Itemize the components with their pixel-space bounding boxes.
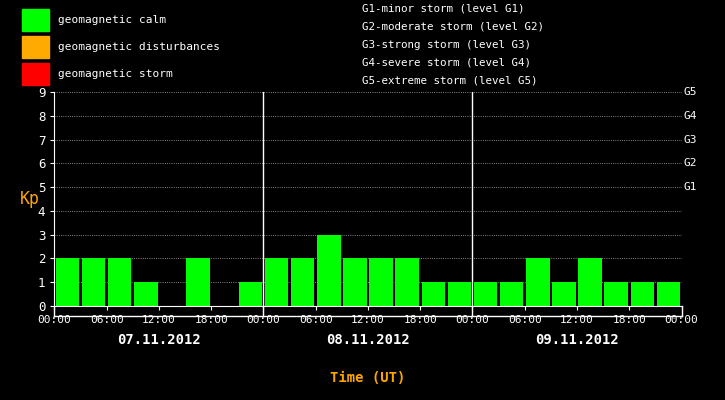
Bar — [395, 258, 419, 306]
Text: G4-severe storm (level G4): G4-severe storm (level G4) — [362, 58, 531, 68]
Text: G5: G5 — [684, 87, 697, 97]
Bar — [447, 282, 471, 306]
Text: G3: G3 — [684, 134, 697, 144]
Bar — [82, 258, 105, 306]
Bar — [56, 258, 79, 306]
Bar — [579, 258, 602, 306]
Bar — [239, 282, 262, 306]
Bar — [186, 258, 210, 306]
Text: 09.11.2012: 09.11.2012 — [535, 333, 619, 347]
Bar — [657, 282, 680, 306]
Bar — [500, 282, 523, 306]
Bar — [369, 258, 393, 306]
Text: G3-strong storm (level G3): G3-strong storm (level G3) — [362, 40, 531, 50]
Bar — [22, 36, 49, 58]
Bar — [552, 282, 576, 306]
Bar — [134, 282, 157, 306]
Bar — [683, 282, 706, 306]
Text: G2-moderate storm (level G2): G2-moderate storm (level G2) — [362, 22, 544, 32]
Text: geomagnetic calm: geomagnetic calm — [58, 15, 166, 25]
Bar — [317, 235, 341, 306]
Text: 08.11.2012: 08.11.2012 — [326, 333, 410, 347]
Bar — [605, 282, 628, 306]
Text: G5-extreme storm (level G5): G5-extreme storm (level G5) — [362, 76, 538, 86]
Bar — [421, 282, 445, 306]
Text: geomagnetic disturbances: geomagnetic disturbances — [58, 42, 220, 52]
Bar — [473, 282, 497, 306]
Bar — [108, 258, 131, 306]
Bar — [265, 258, 289, 306]
Bar — [22, 8, 49, 31]
Text: G2: G2 — [684, 158, 697, 168]
Text: 07.11.2012: 07.11.2012 — [117, 333, 201, 347]
Bar — [265, 282, 289, 306]
Bar — [291, 258, 315, 306]
Y-axis label: Kp: Kp — [20, 190, 40, 208]
Bar — [343, 258, 367, 306]
Bar — [473, 282, 497, 306]
Text: G1-minor storm (level G1): G1-minor storm (level G1) — [362, 4, 525, 14]
Text: Time (UT): Time (UT) — [331, 371, 405, 385]
Bar — [22, 62, 49, 85]
Bar — [526, 258, 550, 306]
Bar — [631, 282, 654, 306]
Text: G4: G4 — [684, 111, 697, 121]
Text: G1: G1 — [684, 182, 697, 192]
Text: geomagnetic storm: geomagnetic storm — [58, 69, 173, 79]
